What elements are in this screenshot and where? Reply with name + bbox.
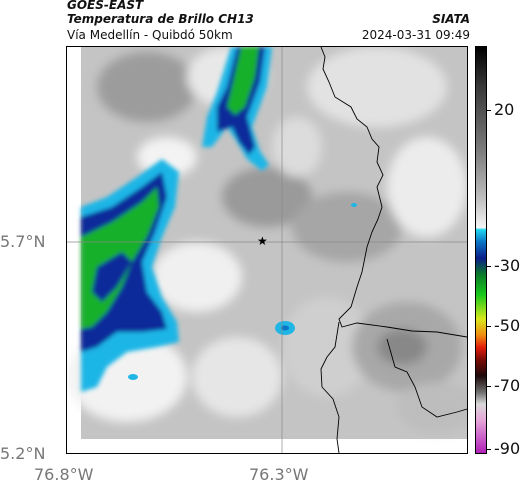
brightness-temperature-image <box>67 47 467 453</box>
cold-cloud-west <box>81 159 179 392</box>
colorbar-tick <box>487 266 491 267</box>
colorbar-tick <box>487 449 491 450</box>
lon-tick-label: 76.8°W <box>34 465 94 484</box>
colorbar-tick <box>487 386 491 387</box>
colorbar-tick <box>487 326 491 327</box>
colorbar-label: -70 <box>494 376 521 395</box>
colorbar-tick <box>487 110 491 111</box>
star-icon: ★ <box>257 234 268 248</box>
admin-borders <box>320 47 467 453</box>
location-subtitle: Vía Medellín - Quibdó 50km <box>67 28 233 42</box>
agency-label: SIATA <box>432 12 470 26</box>
satellite-map[interactable]: ★ <box>66 46 468 454</box>
product-title: Temperatura de Brillo CH13 <box>67 12 254 26</box>
lat-tick-label: 5.7°N <box>0 232 46 251</box>
temperature-colorbar <box>475 46 487 454</box>
colorbar-label: 20 <box>494 100 515 119</box>
colorbar-label: -30 <box>494 256 521 275</box>
colorbar-label: -50 <box>494 316 521 335</box>
grey-texture <box>67 47 467 432</box>
lat-tick-label: 5.2°N <box>0 444 46 463</box>
cold-cloud-north <box>202 47 272 171</box>
cold-cloud-patches <box>128 203 357 380</box>
satellite-name: GOES-EAST <box>67 0 144 12</box>
datetime-label: 2024-03-31 09:49 <box>361 28 470 42</box>
lon-tick-label: 76.3°W <box>249 465 309 484</box>
colorbar-label: -90 <box>494 439 521 458</box>
